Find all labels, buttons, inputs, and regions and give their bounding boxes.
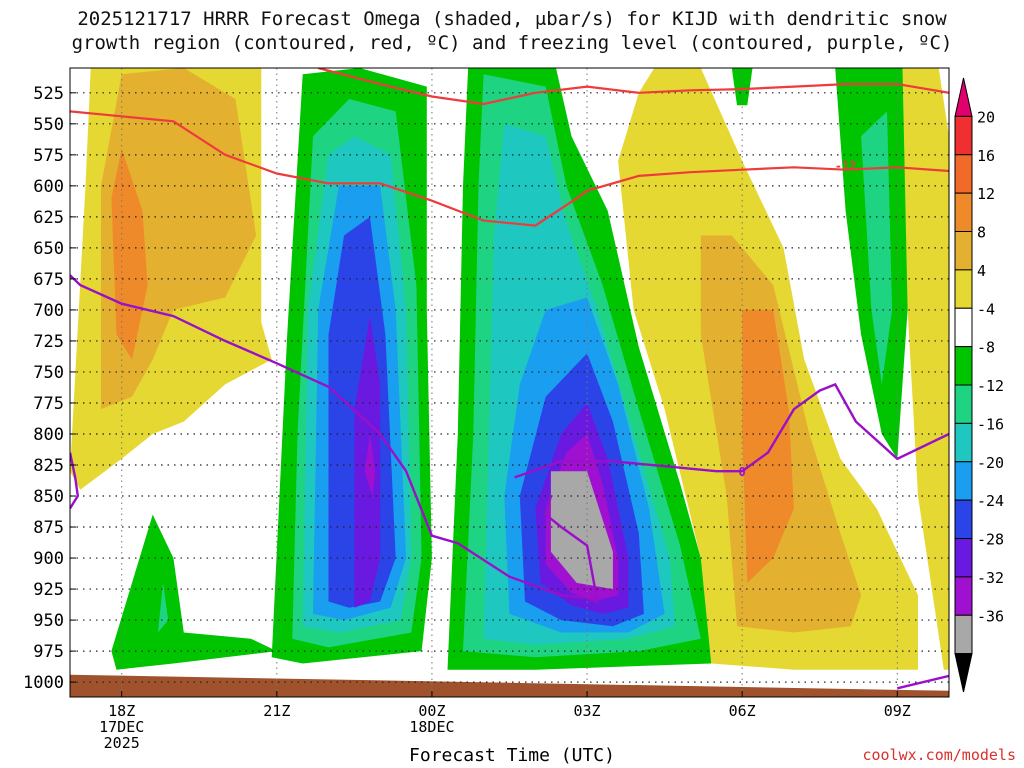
omega-region-14 bbox=[550, 471, 613, 590]
terrain-surface bbox=[70, 674, 949, 697]
x-tick-date: 17DEC bbox=[99, 718, 144, 736]
x-tick-label: 09Z bbox=[884, 702, 911, 720]
y-tick-label: 975 bbox=[33, 642, 64, 662]
omega-region-16 bbox=[157, 582, 169, 633]
omega-region-15 bbox=[111, 514, 277, 670]
x-axis-label: Forecast Time (UTC) bbox=[409, 745, 615, 766]
y-tick-label: 725 bbox=[33, 332, 64, 352]
colorbar-swatch bbox=[954, 115, 973, 156]
dendritic-contour-1 bbox=[317, 68, 949, 106]
freezing-level-contour-0 bbox=[70, 274, 599, 604]
y-tick-label: 850 bbox=[33, 487, 64, 507]
colorbar-bottom-arrow bbox=[954, 653, 973, 693]
chart-title-line1: 2025121717 HRRR Forecast Omega (shaded, … bbox=[77, 8, 947, 30]
colorbar-swatch bbox=[954, 192, 973, 232]
y-tick-label: 875 bbox=[33, 518, 64, 538]
colorbar-label: 8 bbox=[977, 224, 986, 242]
colorbar-swatch bbox=[954, 576, 973, 616]
colorbar-swatch bbox=[954, 538, 973, 578]
colorbar-label: 4 bbox=[977, 262, 986, 280]
colorbar-swatch bbox=[954, 346, 973, 386]
y-tick-label: 825 bbox=[33, 456, 64, 476]
credit-link[interactable]: coolwx.com/models bbox=[862, 746, 1016, 764]
y-tick-label: 800 bbox=[33, 425, 64, 445]
x-tick-label: 00Z bbox=[418, 702, 445, 720]
chart-title-line2: growth region (contoured, red, ºC) and f… bbox=[71, 32, 953, 54]
colorbar-label: -20 bbox=[977, 454, 1004, 472]
colorbar-label: -36 bbox=[977, 607, 1004, 625]
colorbar-swatch bbox=[954, 614, 973, 655]
y-tick-label: 575 bbox=[33, 146, 64, 166]
y-tick-label: 775 bbox=[33, 394, 64, 414]
y-tick-label: 950 bbox=[33, 611, 64, 631]
y-tick-label: 525 bbox=[33, 84, 64, 104]
x-tick-date: 18DEC bbox=[409, 718, 454, 736]
y-tick-label: 900 bbox=[33, 549, 64, 569]
colorbar-label: 16 bbox=[977, 147, 995, 165]
colorbar-label: 20 bbox=[977, 108, 995, 126]
colorbar-label: 12 bbox=[977, 185, 995, 203]
colorbar-label: -12 bbox=[977, 377, 1004, 395]
colorbar-label: -4 bbox=[977, 300, 995, 318]
colorbar-label: -24 bbox=[977, 492, 1004, 510]
y-tick-label: 750 bbox=[33, 363, 64, 383]
y-tick-label: 700 bbox=[33, 301, 64, 321]
y-tick-label: 650 bbox=[33, 239, 64, 259]
colorbar-label: -8 bbox=[977, 339, 995, 357]
x-tick-year: 2025 bbox=[104, 734, 140, 752]
y-tick-label: 925 bbox=[33, 580, 64, 600]
dendritic-contour-0 bbox=[70, 110, 949, 227]
y-tick-label: 600 bbox=[33, 177, 64, 197]
colorbar-label: -28 bbox=[977, 531, 1004, 549]
colorbar-swatch bbox=[954, 154, 973, 194]
colorbar-label: -32 bbox=[977, 569, 1004, 587]
y-tick-label: 550 bbox=[33, 115, 64, 135]
x-tick-label: 03Z bbox=[574, 702, 601, 720]
colorbar-swatch bbox=[954, 499, 973, 539]
omega-region-26 bbox=[731, 68, 753, 106]
plot-frame bbox=[69, 67, 950, 698]
omega-region-18 bbox=[101, 68, 257, 410]
colorbar-swatch bbox=[954, 461, 973, 501]
colorbar-swatch bbox=[954, 231, 973, 271]
omega-region-22 bbox=[742, 309, 794, 583]
colorbar-label: -16 bbox=[977, 415, 1004, 433]
colorbar-top-arrow bbox=[954, 77, 973, 117]
freezing-level-label: 0 bbox=[739, 465, 746, 479]
colorbar-swatch bbox=[954, 384, 973, 424]
x-tick-label: 21Z bbox=[263, 702, 290, 720]
y-tick-label: 625 bbox=[33, 208, 64, 228]
y-tick-label: 1000 bbox=[23, 673, 64, 693]
y-tick-label: 675 bbox=[33, 270, 64, 290]
colorbar-swatch bbox=[954, 307, 973, 348]
x-tick-label: 06Z bbox=[729, 702, 756, 720]
freezing-level-contour-1 bbox=[514, 382, 949, 479]
x-tick-label: 18Z bbox=[108, 702, 135, 720]
freezing-level-contour-3 bbox=[897, 674, 949, 690]
colorbar-swatch bbox=[954, 422, 973, 463]
colorbar-swatch bbox=[954, 269, 973, 309]
dendritic-contour-label: -12 bbox=[835, 159, 857, 173]
